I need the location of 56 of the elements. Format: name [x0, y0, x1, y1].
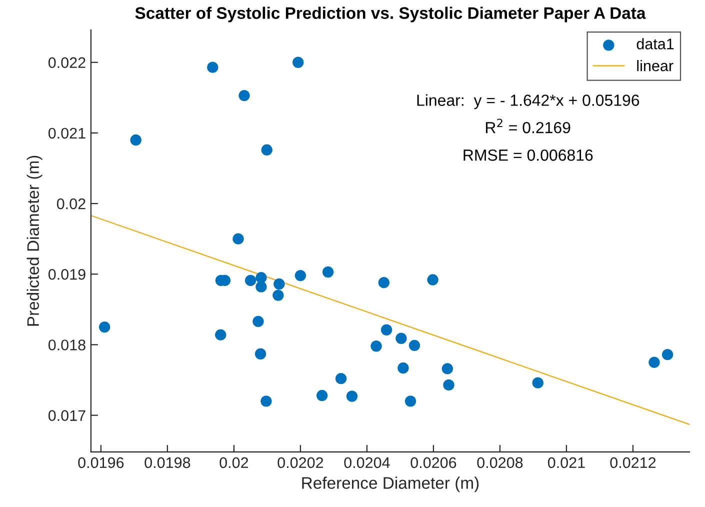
point — [335, 372, 347, 384]
point — [274, 278, 285, 290]
point — [404, 396, 416, 407]
point — [292, 56, 304, 68]
point — [408, 340, 420, 352]
point — [648, 356, 660, 368]
point — [272, 290, 284, 301]
x-tick-label: 0.0196 — [78, 457, 124, 468]
point — [662, 348, 674, 360]
point — [238, 90, 250, 102]
point — [232, 233, 244, 244]
y-tick-label: 0.018 — [48, 340, 86, 350]
annotation: Linear: y = - 1.642*x + 0.05196 — [417, 94, 640, 110]
point — [256, 281, 267, 292]
point — [380, 324, 392, 336]
point — [260, 396, 272, 407]
point — [207, 62, 218, 73]
x-tick-label: 0.0204 — [344, 457, 390, 468]
x-tick-label: 0.0208 — [477, 457, 523, 468]
legend-label: data1 — [636, 38, 674, 50]
point — [316, 390, 328, 402]
x-axis-title: Reference Diameter (m) — [302, 476, 479, 492]
legend-label: linear — [637, 60, 674, 72]
point — [130, 134, 142, 146]
point — [252, 316, 264, 328]
point — [261, 144, 272, 156]
point — [442, 363, 454, 374]
point — [244, 274, 256, 286]
y-tick-label: 0.019 — [48, 268, 86, 280]
x-tick-label: 0.02 — [220, 457, 248, 468]
y-tick-label: 0.021 — [48, 128, 86, 139]
point — [98, 321, 110, 333]
point — [396, 332, 407, 344]
point — [215, 329, 226, 340]
x-tick-label: 0.0206 — [410, 457, 456, 468]
point — [427, 274, 438, 286]
point — [322, 266, 334, 278]
x-tick-label: 0.021 — [548, 457, 585, 468]
y-tick-label: 0.02 — [56, 198, 86, 210]
annotation: RMSE = 0.006816 — [464, 150, 593, 161]
point — [398, 362, 409, 374]
point — [443, 379, 454, 391]
y-tick-label: 0.022 — [48, 57, 86, 68]
y-axis-title: Predicted Diameter (m) — [26, 156, 42, 326]
y-tick-label: 0.017 — [48, 410, 86, 421]
point — [294, 270, 306, 282]
chart-title: Scatter of Systolic Prediction vs. Systolic Diameter Paper A Data — [135, 6, 646, 22]
x-tick-label: 0.0212 — [610, 457, 656, 468]
point — [254, 348, 266, 360]
point — [378, 276, 390, 288]
annotation: R$^{2}$ = 0.2169 — [486, 118, 570, 134]
x-tick-label: 0.0198 — [144, 457, 190, 468]
point — [532, 377, 544, 388]
point — [346, 390, 358, 402]
point — [370, 340, 382, 352]
x-tick-label: 0.0202 — [278, 457, 324, 468]
